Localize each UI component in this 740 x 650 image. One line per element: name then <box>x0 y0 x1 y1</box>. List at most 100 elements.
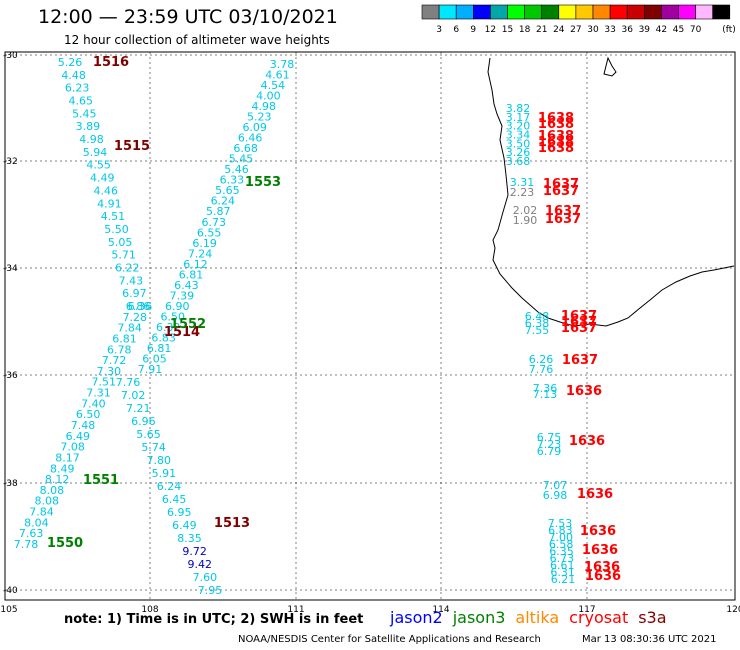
lon-label: 108 <box>141 605 158 615</box>
track-value: 5.23 <box>247 111 272 124</box>
orbit-label: 1636 <box>580 524 616 539</box>
track-value: 6.35 <box>549 545 574 558</box>
track-value: 5.05 <box>108 236 133 249</box>
track-value: 7.08 <box>60 441 85 454</box>
track-value: 7.53 <box>548 517 573 530</box>
lon-label: 114 <box>432 605 449 615</box>
track-value: 6.97 <box>122 287 147 300</box>
track-value: 6.90 <box>165 300 190 313</box>
footer-credit: NOAA/NESDIS Center for Satellite Applica… <box>238 634 541 645</box>
orbit-label: 1638 <box>538 135 574 150</box>
track-value: 6.09 <box>242 121 267 134</box>
track-value: 4.48 <box>61 69 86 82</box>
track-value: 4.51 <box>101 210 126 223</box>
track-value: 6.36 <box>128 300 153 313</box>
track-value: 4.54 <box>261 79 286 92</box>
track-value: 3.89 <box>76 120 101 133</box>
track-value: 7.24 <box>188 247 213 260</box>
legend-label: 6 <box>453 25 459 35</box>
track-value: 8.49 <box>50 462 75 475</box>
orbit-label: 1638 <box>538 141 574 156</box>
track-value: 7.84 <box>29 506 54 519</box>
track-value: 6.81 <box>112 332 137 345</box>
track-value: 8.04 <box>24 516 49 529</box>
track-value: 6.78 <box>107 343 132 356</box>
track-value: 6.23 <box>65 82 90 95</box>
track-value: 5.45 <box>72 107 97 120</box>
track-value: 6.05 <box>142 352 167 365</box>
track-value: 6.58 <box>549 538 574 551</box>
orbit-label: 1637 <box>543 184 579 199</box>
legend-label: 12 <box>485 25 496 35</box>
orbit-label: 1514 <box>164 325 200 340</box>
track-value: 6.95 <box>167 506 192 519</box>
track-value: 7.55 <box>525 324 550 337</box>
lat-label: -36 <box>3 371 18 381</box>
track-value: 3.34 <box>506 129 531 142</box>
orbit-label: 1552 <box>170 317 206 332</box>
track-value: 6.19 <box>192 237 217 250</box>
lat-label: -38 <box>3 479 18 489</box>
orbit-label: 1553 <box>245 175 281 190</box>
orbit-label: 1636 <box>577 487 613 502</box>
legend-label: 33 <box>604 25 615 35</box>
legend-swatch <box>712 4 731 20</box>
track-value: 7.28 <box>123 311 148 324</box>
track-value: 7.84 <box>117 322 142 335</box>
track-value: 6.83 <box>548 524 573 537</box>
track-value: 1.90 <box>513 214 538 227</box>
track-value: 7.60 <box>193 571 218 584</box>
lon-label: 111 <box>287 605 304 615</box>
satellite-cryosat: cryosat <box>569 608 629 627</box>
legend-label: 3 <box>436 25 442 35</box>
legend-label: 30 <box>587 25 599 35</box>
track-value: 7.78 <box>14 538 39 551</box>
island-outline <box>603 56 617 77</box>
track-value: 6.43 <box>174 279 199 292</box>
track-value: 7.23 <box>537 438 562 451</box>
track-value: 3.17 <box>506 111 531 124</box>
color-legend: 3 6 9 12 15 18 21 24 27 30 33 36 39 42 45 70 (ft) <box>421 4 736 35</box>
lon-label: 105 <box>0 605 17 615</box>
orbit-label: 1515 <box>114 139 150 154</box>
track-value: 4.98 <box>79 133 104 146</box>
legend-label: 36 <box>621 25 633 35</box>
orbit-label: 1516 <box>93 55 129 70</box>
track-value: 7.48 <box>71 419 96 432</box>
track-value: 3.50 <box>506 137 531 150</box>
track-value: 7.36 <box>533 382 558 395</box>
orbit-label: 1637 <box>545 212 581 227</box>
legend-label: 24 <box>553 25 565 35</box>
orbit-label: 1636 <box>585 569 621 584</box>
satellite-altika: altika <box>515 608 560 627</box>
track-value: 6.22 <box>115 261 140 274</box>
track-value: 7.07 <box>543 479 568 492</box>
track-value: 7.39 <box>170 289 195 302</box>
track-value: 8.08 <box>34 495 59 508</box>
orbit-label: 1637 <box>561 321 597 336</box>
lon-label: 120 <box>726 605 740 615</box>
units-note: note: 1) Time is in UTC; 2) SWH is in fe… <box>64 612 364 627</box>
track-value: 6.98 <box>543 489 568 502</box>
legend-label: 39 <box>639 25 651 35</box>
legend-label: 42 <box>656 25 667 35</box>
track-value: 3.82 <box>506 102 531 115</box>
track-value: 6.73 <box>201 216 226 229</box>
track-value: 8.35 <box>177 532 202 545</box>
orbit-label: 1636 <box>582 543 618 558</box>
track-value: 5.94 <box>83 146 108 159</box>
track-value: 6.26 <box>529 353 554 366</box>
track-value: 7.76 <box>529 363 554 376</box>
track-value: 6.38 <box>525 317 550 330</box>
track-value: 4.98 <box>252 100 277 113</box>
track-value: 5.87 <box>206 205 231 218</box>
satellite-jason2: jason2 <box>390 608 443 627</box>
track-value: 5.65 <box>215 184 240 197</box>
track-value: 7.51 <box>91 376 116 389</box>
track-value: 6.86 <box>126 300 151 313</box>
track-value: 6.12 <box>183 258 208 271</box>
track-value: 3.78 <box>270 58 295 71</box>
track-value: 8.08 <box>40 484 65 497</box>
track-value: 7.31 <box>86 387 111 400</box>
